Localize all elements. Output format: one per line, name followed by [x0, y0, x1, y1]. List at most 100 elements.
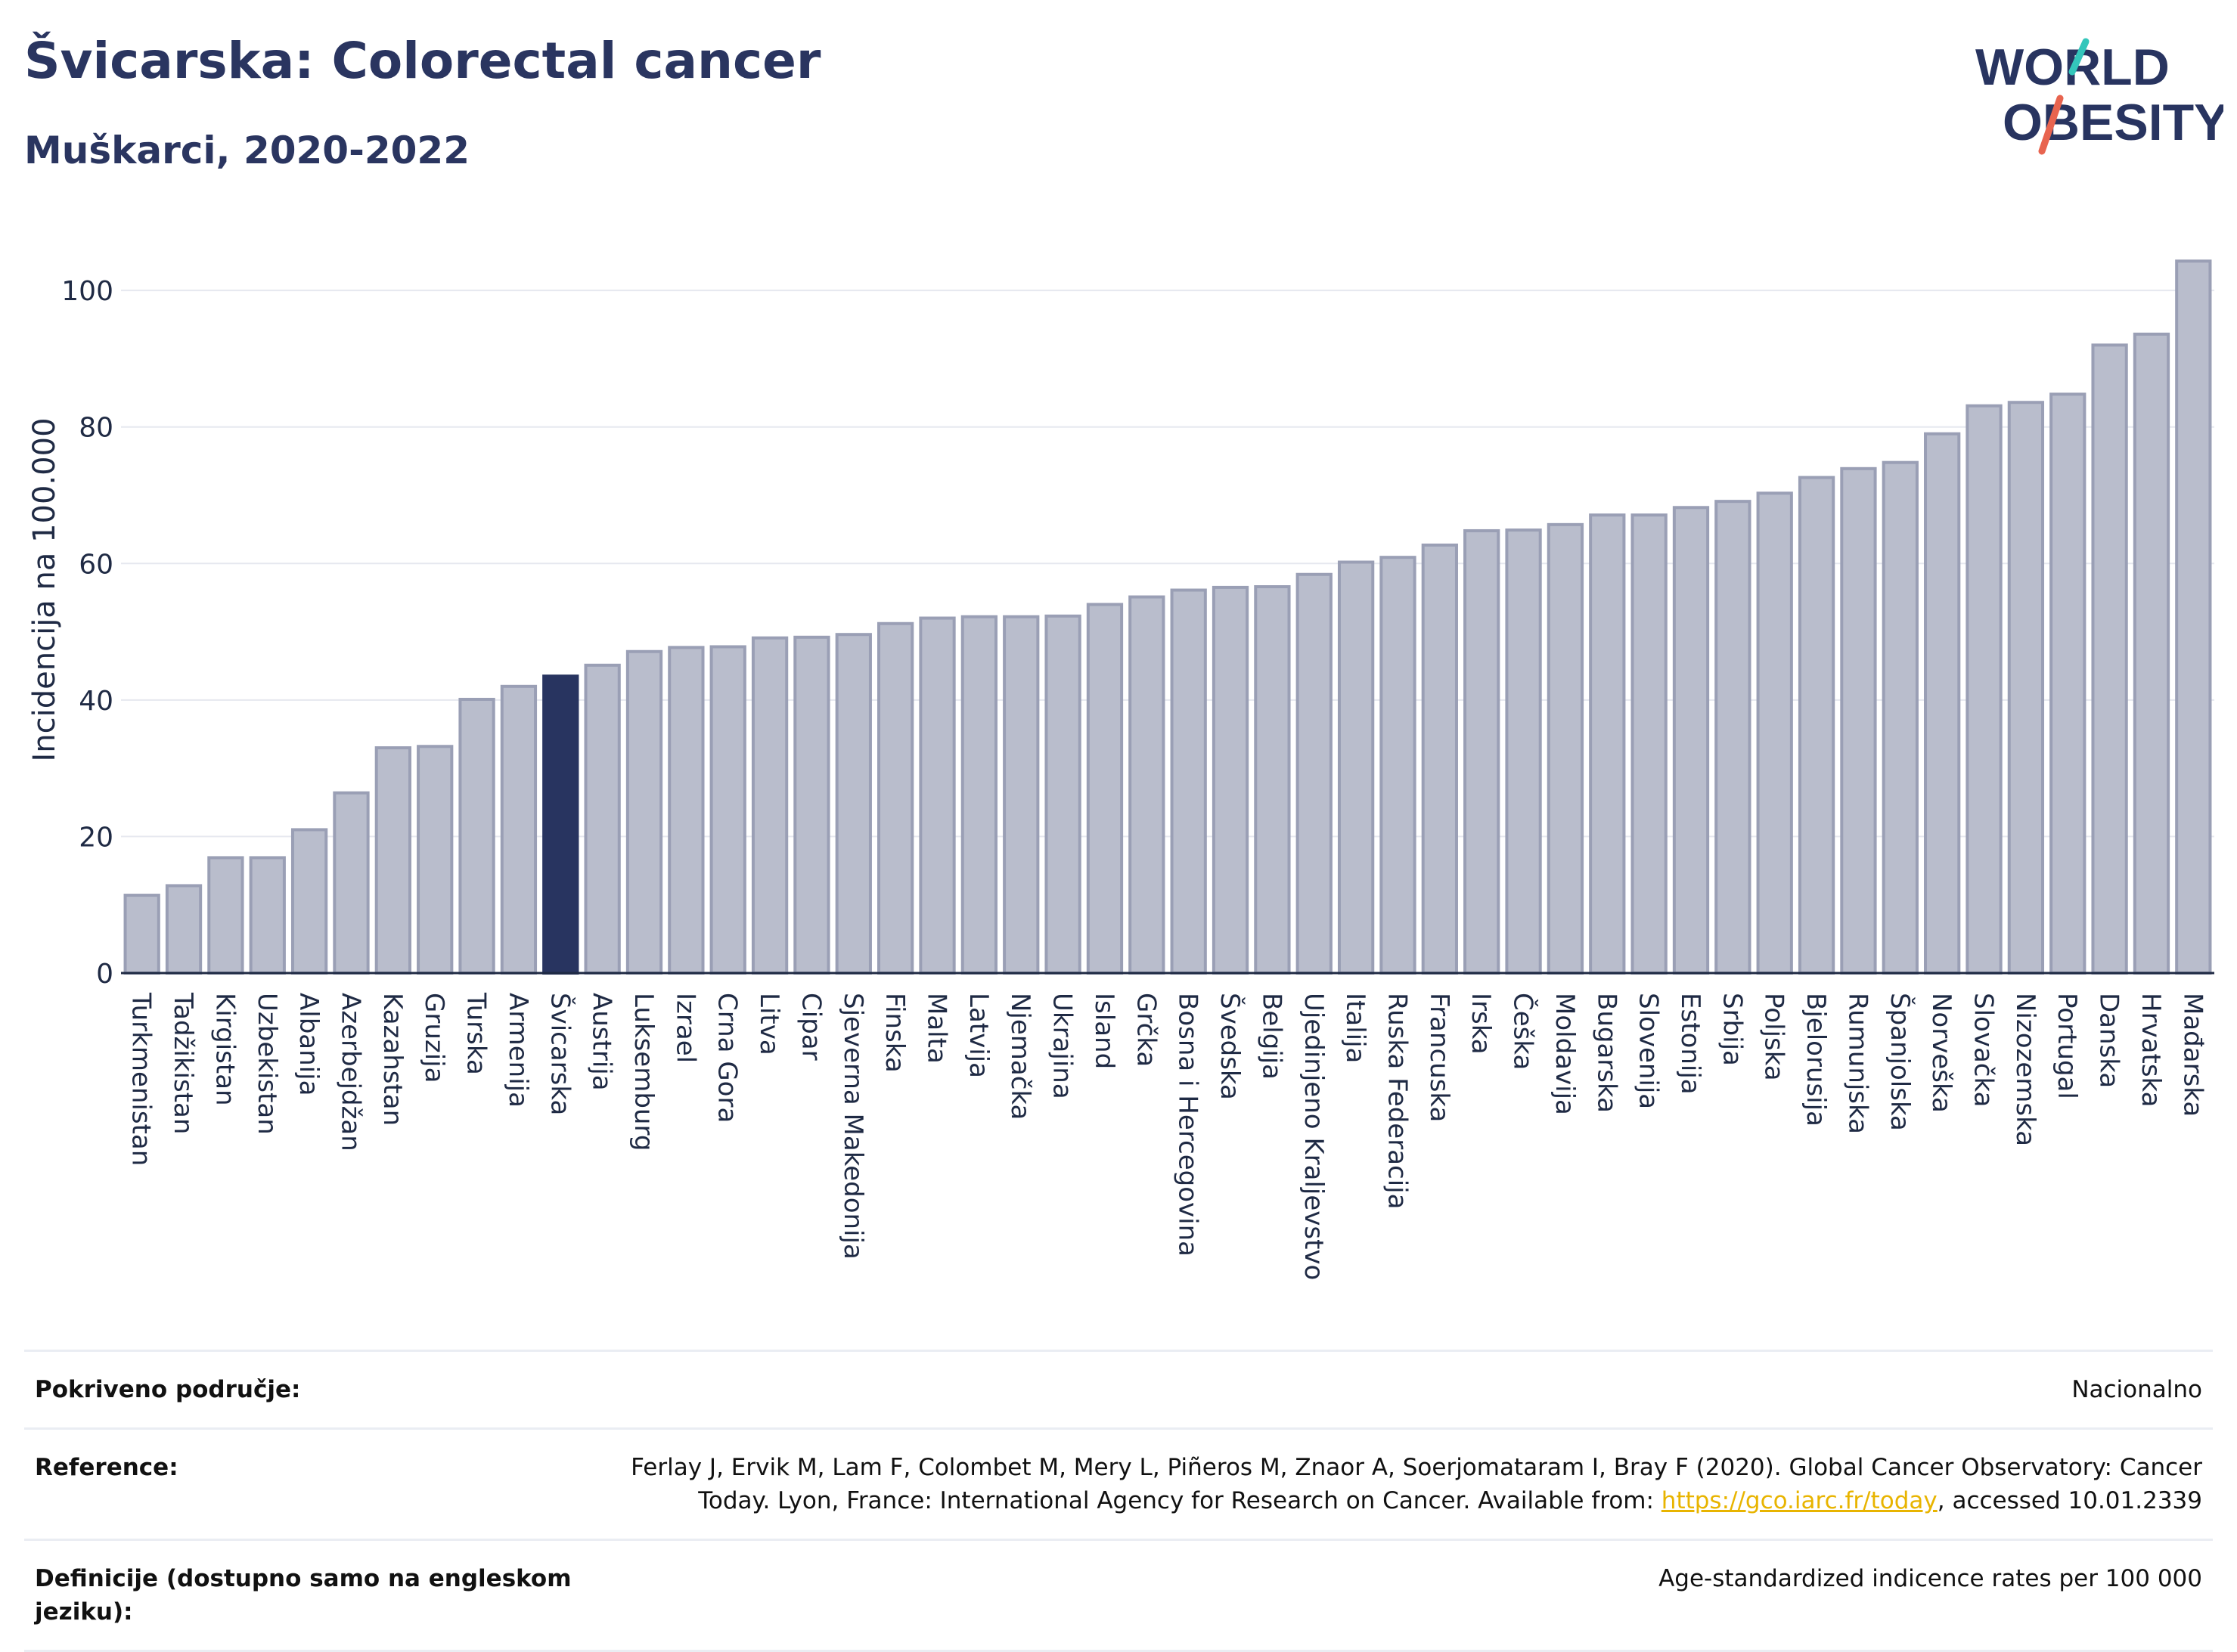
- x-tick-label: Ujedinjeno Kraljevstvo: [1298, 993, 1329, 1280]
- x-tick-label: Slovačka: [1969, 993, 1999, 1107]
- reference-text: Ferlay J, Ervik M, Lam F, Colombet M, Me…: [631, 1454, 2202, 1514]
- y-tick-label: 0: [96, 959, 113, 990]
- x-tick-label: Turska: [461, 992, 492, 1075]
- bar-43: [1924, 432, 1961, 975]
- bar-20: [960, 615, 998, 975]
- x-tick-label: Mađarska: [2177, 993, 2208, 1117]
- bar-26: [1212, 585, 1249, 975]
- x-tick-label: Litva: [754, 993, 784, 1055]
- bar-0: [123, 894, 160, 975]
- x-tick-label: Uzbekistan: [252, 993, 282, 1135]
- logo-text-obesity: OBESITY: [2003, 94, 2223, 151]
- bar-44: [1966, 404, 2003, 975]
- y-tick-label: 20: [79, 822, 113, 853]
- x-tick-label: Cipar: [796, 993, 826, 1061]
- bar-36: [1630, 513, 1668, 975]
- x-tick-label: Češka: [1508, 993, 1539, 1070]
- x-tick-label: Tadžikistan: [168, 992, 198, 1134]
- world-obesity-logo: WORLD OBESITY: [1975, 38, 2223, 155]
- bar-4: [290, 828, 328, 975]
- bar-29: [1337, 560, 1375, 975]
- bar-10: [542, 674, 579, 975]
- bar-28: [1295, 572, 1333, 975]
- y-tick-label: 100: [61, 276, 113, 307]
- bar-40: [1798, 476, 1835, 975]
- bar-23: [1086, 603, 1124, 975]
- y-axis: 0 20 40 60 80 100: [61, 276, 113, 990]
- logo-slash-coral: [2038, 95, 2064, 155]
- x-tick-label: Malta: [922, 993, 952, 1064]
- bar-5: [333, 791, 370, 975]
- bar-6: [374, 746, 411, 975]
- x-tick-label: Srbija: [1717, 993, 1747, 1066]
- bar-38: [1714, 500, 1751, 975]
- y-axis-label: Incidencija na 100.000: [27, 417, 62, 761]
- x-tick-label: Švedska: [1215, 993, 1246, 1100]
- x-tick-label: Poljska: [1759, 993, 1789, 1081]
- bar-48: [2133, 332, 2170, 975]
- bar-8: [458, 697, 495, 975]
- bar-19: [919, 616, 956, 975]
- x-tick-label: Norveška: [1926, 993, 1956, 1113]
- chart-title: Švicarska: Colorectal cancer: [24, 32, 821, 90]
- x-tick-label: Hrvatska: [2136, 993, 2166, 1107]
- bar-41: [1840, 466, 1877, 975]
- x-tick-label: Izrael: [670, 993, 700, 1063]
- reference-value: Ferlay J, Ervik M, Lam F, Colombet M, Me…: [629, 1451, 2202, 1517]
- bar-37: [1672, 506, 1710, 975]
- chart-subtitle: Muškarci, 2020-2022: [24, 129, 470, 172]
- bar-24: [1128, 595, 1165, 975]
- x-tick-label: Kirgistan: [209, 993, 240, 1106]
- bar-27: [1254, 584, 1291, 975]
- x-tick-label: Nizozemska: [2010, 993, 2040, 1146]
- definitions-label: Definicije (dostupno samo na engleskom j…: [35, 1565, 572, 1626]
- bar-31: [1421, 543, 1458, 975]
- y-tick-label: 40: [79, 686, 113, 717]
- x-tick-label: Rumunjska: [1842, 993, 1872, 1134]
- x-tick-label: Latvija: [963, 993, 994, 1078]
- x-tick-label: Danska: [2094, 993, 2124, 1088]
- footer-row-coverage: Pokriveno područje: Nacionalno: [24, 1350, 2213, 1427]
- bar-49: [2175, 259, 2212, 975]
- x-tick-label: Albanija: [293, 993, 324, 1096]
- y-tick-label: 60: [79, 549, 113, 580]
- bar-21: [1003, 615, 1040, 975]
- bar-17: [835, 633, 872, 975]
- bar-13: [668, 646, 705, 975]
- bar-42: [1882, 460, 1919, 975]
- definitions-value: Age-standardized indicence rates per 100…: [1658, 1565, 2202, 1592]
- x-tick-label: Njemačka: [1005, 993, 1035, 1120]
- bar-30: [1379, 556, 1416, 975]
- x-tick-label: Portugal: [2052, 993, 2082, 1099]
- coverage-value: Nacionalno: [2071, 1376, 2202, 1403]
- x-tick-label: Bugarska: [1591, 993, 1621, 1113]
- bar-18: [877, 621, 914, 975]
- bar-22: [1044, 614, 1081, 975]
- bar-15: [751, 636, 789, 975]
- x-tick-label: Francuska: [1424, 993, 1454, 1122]
- x-tick-label: Španjolska: [1885, 993, 1916, 1131]
- bar-3: [249, 856, 286, 975]
- bars: [123, 259, 2212, 975]
- x-tick-label: Crna Gora: [712, 993, 743, 1123]
- x-tick-label: Turkmenistan: [126, 992, 157, 1166]
- x-tick-label: Bosna i Hercegovina: [1173, 993, 1203, 1257]
- x-tick-label: Azerbejdžan: [335, 993, 365, 1151]
- bar-45: [2007, 401, 2045, 975]
- footer-table: Pokriveno područje: Nacionalno Reference…: [24, 1350, 2213, 1652]
- x-tick-label: Bjelorusija: [1801, 993, 1831, 1127]
- bar-chart: 0 20 40 60 80 100 Turkmenistan Tadžikistan Kirg…: [27, 259, 2214, 1280]
- y-tick-label: 80: [79, 413, 113, 444]
- x-tick-label: Moldavija: [1550, 993, 1580, 1115]
- bar-9: [500, 684, 538, 975]
- x-tick-label: Sjeverna Makedonija: [838, 993, 868, 1260]
- bar-34: [1547, 522, 1584, 975]
- x-axis: Turkmenistan Tadžikistan Kirgistan Uzbekist…: [121, 972, 2214, 1280]
- x-tick-label: Grčka: [1131, 993, 1161, 1067]
- x-tick-label: Ruska Federacija: [1382, 993, 1412, 1209]
- x-tick-label: Finska: [880, 993, 910, 1073]
- bar-47: [2091, 343, 2128, 975]
- reference-link[interactable]: https://gco.iarc.fr/today: [1661, 1487, 1938, 1514]
- x-tick-label: Kazahstan: [377, 993, 408, 1126]
- bar-46: [2049, 392, 2087, 975]
